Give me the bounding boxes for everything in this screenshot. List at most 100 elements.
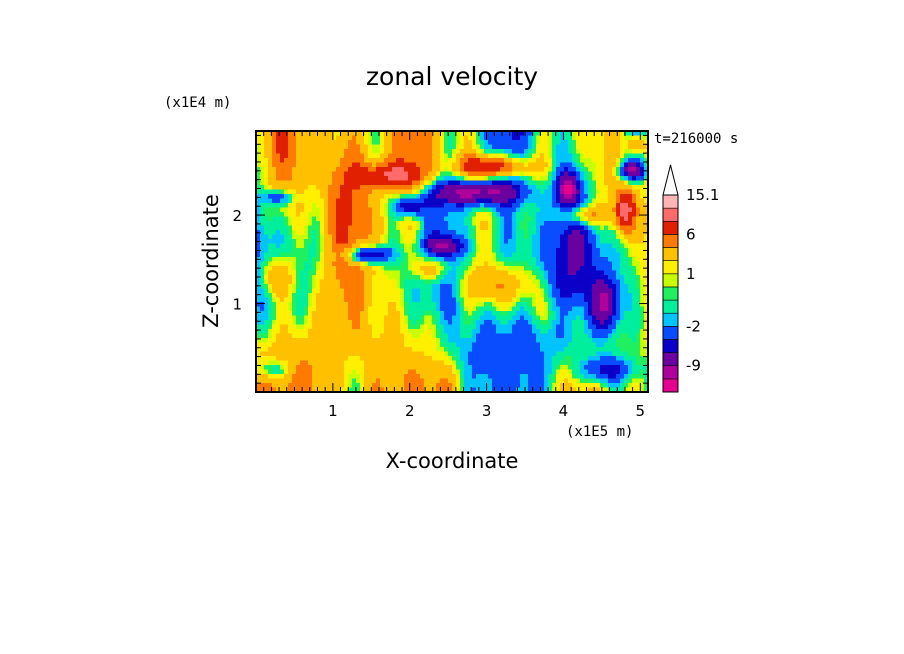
field-cell bbox=[568, 347, 573, 352]
field-cell bbox=[500, 212, 505, 217]
field-cell bbox=[400, 333, 405, 339]
field-cell bbox=[360, 338, 365, 343]
field-cell bbox=[636, 162, 641, 168]
field-cell bbox=[608, 248, 613, 253]
field-cell bbox=[636, 221, 641, 226]
field-cell bbox=[460, 347, 465, 352]
field-cell bbox=[512, 198, 517, 204]
field-cell bbox=[328, 324, 333, 330]
field-cell bbox=[416, 311, 421, 316]
field-cell bbox=[404, 131, 409, 136]
field-cell bbox=[260, 216, 265, 222]
field-cell bbox=[528, 140, 533, 145]
field-cell bbox=[436, 221, 441, 226]
field-cell bbox=[440, 257, 445, 262]
field-cell bbox=[384, 356, 389, 361]
field-cell bbox=[296, 333, 301, 339]
field-cell bbox=[528, 212, 533, 217]
field-cell bbox=[268, 234, 273, 240]
field-cell bbox=[468, 347, 473, 352]
field-cell bbox=[556, 297, 561, 303]
field-cell bbox=[620, 185, 625, 190]
field-cell bbox=[640, 257, 645, 262]
field-cell bbox=[356, 234, 361, 240]
field-cell bbox=[500, 203, 505, 208]
field-cell bbox=[364, 135, 369, 141]
field-cell bbox=[484, 140, 489, 145]
field-cell bbox=[264, 167, 269, 172]
field-cell bbox=[512, 239, 517, 244]
field-cell bbox=[424, 347, 429, 352]
field-cell bbox=[272, 266, 277, 271]
field-cell bbox=[456, 311, 461, 316]
field-cell bbox=[540, 351, 545, 357]
field-cell bbox=[264, 329, 269, 334]
field-cell bbox=[580, 239, 585, 244]
field-cell bbox=[428, 189, 433, 195]
field-cell bbox=[448, 158, 453, 163]
field-cell bbox=[488, 342, 493, 348]
field-cell bbox=[496, 230, 501, 235]
field-cell bbox=[548, 158, 553, 163]
field-cell bbox=[580, 194, 585, 199]
field-cell bbox=[632, 297, 637, 303]
field-cell bbox=[460, 342, 465, 348]
field-cell bbox=[460, 329, 465, 334]
field-cell bbox=[544, 203, 549, 208]
field-cell bbox=[268, 149, 273, 154]
field-cell bbox=[276, 338, 281, 343]
field-cell bbox=[280, 189, 285, 195]
field-cell bbox=[280, 230, 285, 235]
field-cell bbox=[620, 243, 625, 249]
field-cell bbox=[556, 234, 561, 240]
field-cell bbox=[496, 324, 501, 330]
field-cell bbox=[532, 324, 537, 330]
field-cell bbox=[612, 324, 617, 330]
field-cell bbox=[592, 189, 597, 195]
field-cell bbox=[616, 207, 621, 213]
field-cell bbox=[376, 171, 381, 177]
field-cell bbox=[348, 261, 353, 267]
field-cell bbox=[632, 320, 637, 325]
field-cell bbox=[524, 131, 529, 136]
field-cell bbox=[428, 342, 433, 348]
field-cell bbox=[344, 297, 349, 303]
field-cell bbox=[544, 333, 549, 339]
field-cell bbox=[480, 261, 485, 267]
field-cell bbox=[284, 140, 289, 145]
field-cell bbox=[472, 144, 477, 150]
field-cell bbox=[292, 239, 297, 244]
field-cell bbox=[396, 162, 401, 168]
field-cell bbox=[476, 315, 481, 321]
field-cell bbox=[536, 198, 541, 204]
field-cell bbox=[480, 234, 485, 240]
field-cell bbox=[320, 270, 325, 276]
field-cell bbox=[420, 275, 425, 280]
field-cell bbox=[536, 275, 541, 280]
field-cell bbox=[556, 347, 561, 352]
field-cell bbox=[356, 351, 361, 357]
field-cell bbox=[512, 140, 517, 145]
field-cell bbox=[372, 144, 377, 150]
field-cell bbox=[564, 153, 569, 159]
field-cell bbox=[284, 347, 289, 352]
field-cell bbox=[300, 225, 305, 231]
field-cell bbox=[388, 243, 393, 249]
field-cell bbox=[336, 356, 341, 361]
field-cell bbox=[380, 329, 385, 334]
field-cell bbox=[644, 324, 649, 330]
field-cell bbox=[396, 225, 401, 231]
field-cell bbox=[468, 320, 473, 325]
field-cell bbox=[280, 293, 285, 298]
field-cell bbox=[632, 207, 637, 213]
field-cell bbox=[588, 284, 593, 289]
field-cell bbox=[256, 306, 261, 312]
field-cell bbox=[608, 153, 613, 159]
field-cell bbox=[584, 176, 589, 181]
field-cell bbox=[292, 189, 297, 195]
field-cell bbox=[324, 144, 329, 150]
field-cell bbox=[624, 284, 629, 289]
field-cell bbox=[376, 333, 381, 339]
field-cell bbox=[620, 239, 625, 244]
field-cell bbox=[344, 167, 349, 172]
